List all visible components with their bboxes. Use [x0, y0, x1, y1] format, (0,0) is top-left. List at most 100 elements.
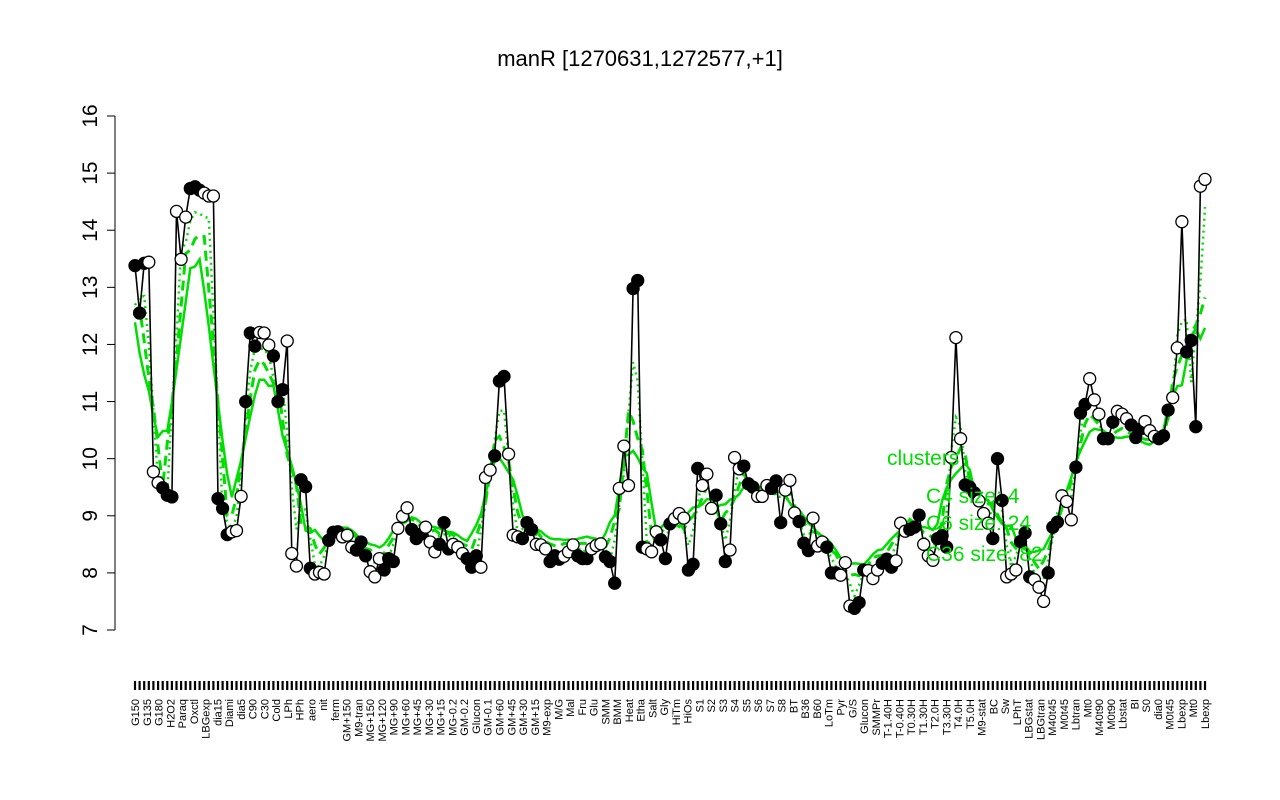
data-point	[889, 554, 903, 568]
x-tick-label: Lbtran	[1071, 699, 1083, 730]
x-tick-label: BI	[1130, 699, 1142, 709]
data-point	[995, 493, 1009, 508]
x-tick-label: T3.30H	[941, 699, 953, 735]
x-tick-label: C30	[259, 699, 271, 719]
x-tick-label: G/S	[847, 699, 859, 718]
data-point	[524, 522, 539, 537]
data-point	[769, 474, 783, 488]
y-tick-label: 7	[79, 624, 102, 636]
x-tick-label: LBGstat	[1024, 699, 1036, 739]
x-tick-label: G150	[130, 699, 142, 726]
x-tick-label: M0t45	[1059, 699, 1071, 730]
y-tick-label: 15	[79, 161, 102, 184]
x-tick-label: ferm	[330, 699, 342, 721]
x-tick-label: S3	[718, 699, 730, 712]
data-point	[266, 349, 281, 363]
data-point	[285, 546, 299, 561]
x-tick-label: GM+45	[506, 699, 518, 735]
x-tick-label: M40t90	[1094, 699, 1106, 736]
data-point	[1092, 407, 1106, 421]
data-point	[737, 459, 751, 473]
data-point	[1069, 460, 1083, 474]
x-tick-label: S1	[694, 699, 706, 712]
x-tick-label: dia5	[236, 699, 248, 720]
x-tick-label: GM+60	[495, 699, 507, 735]
data-point	[621, 478, 636, 493]
y-tick-label: 14	[79, 218, 102, 242]
data-point	[944, 450, 958, 465]
data-point	[617, 439, 631, 453]
data-point	[1101, 432, 1115, 446]
data-point	[538, 542, 553, 556]
x-tick-label: BC	[988, 699, 1000, 714]
data-point	[179, 210, 193, 224]
legend-entry-clusters: clusters	[887, 447, 959, 470]
data-point	[418, 520, 433, 534]
data-point	[377, 563, 391, 577]
x-tick-label: T-1.40H	[883, 699, 895, 738]
x-tick-label: S8	[777, 699, 789, 712]
x-tick-label: GM-0.1	[483, 699, 495, 736]
x-tick-label: nit	[318, 699, 330, 711]
data-point	[986, 531, 1000, 546]
x-tick-label: G180	[154, 699, 166, 726]
data-point	[820, 540, 834, 554]
x-tick-label: Cold	[271, 699, 283, 722]
x-tick-label: M9-exp	[542, 699, 554, 736]
data-point	[146, 465, 161, 479]
series-line	[134, 178, 1206, 610]
data-point	[1179, 345, 1194, 359]
x-tick-label: T-0.40H	[894, 699, 906, 738]
x-tick-label: BMM	[612, 699, 624, 725]
x-tick-label: MG+90	[389, 699, 401, 735]
data-point	[608, 576, 622, 590]
legend-entry-c6: C6 size: 24	[926, 512, 1031, 535]
x-tick-label: LBGtran	[1035, 699, 1047, 740]
x-tick-label: GM+30	[518, 699, 530, 735]
x-tick-label: M9-tran	[353, 699, 365, 737]
x-tick-label: LBGexp	[201, 699, 213, 739]
x-tick-label: Pyr	[836, 699, 848, 716]
x-tick-label: C90	[248, 699, 260, 719]
data-point	[1166, 390, 1180, 405]
data-point	[298, 480, 313, 494]
x-tick-label: aero	[306, 699, 318, 721]
data-point	[755, 489, 769, 504]
data-point	[386, 554, 400, 569]
x-tick-label: S2	[706, 699, 718, 712]
data-point	[271, 394, 285, 409]
cluster-line-c4	[133, 207, 1207, 600]
data-point	[280, 334, 294, 348]
x-tick-label: Glucon	[471, 699, 483, 734]
x-tick-label: Heat	[624, 699, 636, 722]
x-tick-label: GM+15	[530, 699, 542, 735]
legend-entry-c4: C4 size: 4	[926, 485, 1020, 508]
data-point	[358, 549, 373, 563]
data-point	[469, 549, 483, 563]
y-tick-label: 8	[79, 567, 102, 579]
data-point	[165, 490, 179, 504]
data-point	[142, 255, 156, 269]
x-tick-label: Gly	[659, 699, 671, 716]
data-point	[248, 339, 262, 353]
data-point	[912, 508, 926, 522]
data-point	[1087, 393, 1101, 407]
x-tick-label: Glu	[589, 699, 601, 716]
data-point	[806, 511, 820, 525]
data-point	[132, 306, 147, 320]
data-point	[1184, 333, 1198, 348]
data-point	[709, 488, 723, 502]
data-point	[234, 489, 248, 504]
data-point	[723, 543, 737, 557]
cluster-lines	[133, 207, 1207, 600]
data-line	[134, 178, 1206, 610]
x-tick-label: Lbexp	[1200, 699, 1212, 729]
x-tick-label: MG+60	[400, 699, 412, 735]
data-point	[257, 326, 271, 340]
x-tick-label: S6	[753, 699, 765, 712]
data-point	[926, 553, 940, 567]
x-tick-label: B60	[812, 699, 824, 719]
data-point	[488, 449, 502, 463]
x-tick-label: Etha	[636, 698, 648, 722]
